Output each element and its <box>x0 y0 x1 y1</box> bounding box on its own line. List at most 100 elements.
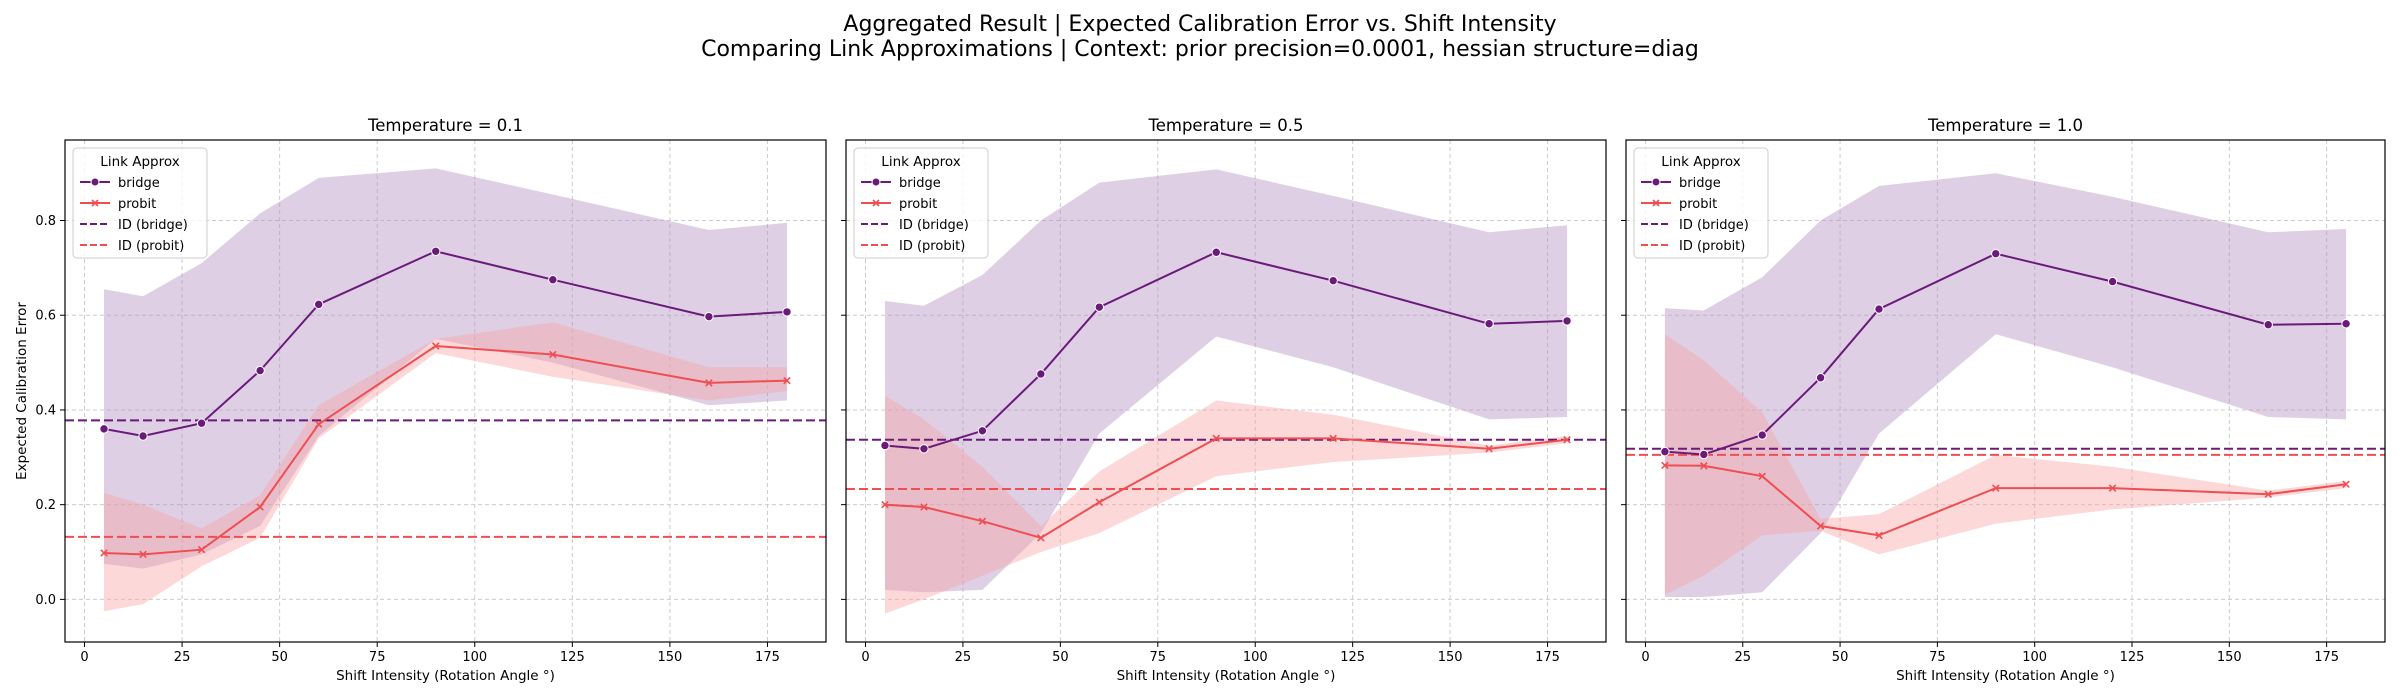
legend-marker-bridge <box>1651 177 1661 187</box>
data-point-bridge <box>782 307 792 317</box>
x-tick-label: 125 <box>2120 650 2145 665</box>
data-point-bridge <box>977 426 988 436</box>
data-point-probit <box>431 342 440 350</box>
data-point-probit <box>881 500 889 509</box>
data-point-bridge <box>196 418 207 428</box>
x-tick-label: 0 <box>1641 650 1649 665</box>
legend-marker-probit <box>91 199 99 207</box>
legend-marker-bridge <box>90 177 100 187</box>
chart-panel-1: 0 25 50 75 100 125 150 175 0.0 0.2 0.4 0.6 0.8 Temper… <box>14 116 827 684</box>
legend-label: probit <box>1679 197 1717 212</box>
legend-marker-probit <box>1652 199 1660 207</box>
data-point-bridge <box>1484 319 1494 329</box>
legend-title: Link Approx <box>1661 154 1740 170</box>
legend-box <box>72 147 208 259</box>
data-point-probit <box>256 503 264 511</box>
confidence-band-bridge <box>1664 173 2347 597</box>
data-point-bridge <box>1699 449 1709 460</box>
data-point-bridge <box>704 311 714 322</box>
x-tick-label: 0 <box>80 650 88 665</box>
data-point-probit <box>783 376 791 385</box>
legend-marker-bridge <box>871 177 881 187</box>
x-tick-label: 25 <box>174 650 191 665</box>
x-axis-label: Shift Intensity (Rotation Angle °) <box>336 668 555 684</box>
legend-label: bridge <box>1679 176 1721 191</box>
data-point-bridge <box>1815 373 1826 383</box>
y-axis-label: Expected Calibration Error <box>14 302 30 480</box>
legend-box <box>853 147 989 259</box>
panels: 0 25 50 75 100 125 150 175 0.0 0.2 0.4 0.6 0.8 Temper… <box>14 116 2386 684</box>
confidence-band-bridge <box>885 169 1567 593</box>
data-point-probit <box>1700 462 1708 470</box>
legend-title: Link Approx <box>881 154 960 170</box>
x-tick-label: 0 <box>861 650 869 665</box>
x-tick-label: 25 <box>1734 650 1751 665</box>
panel-title: Temperature = 1.0 <box>1927 116 2083 135</box>
data-point-bridge <box>1036 369 1046 379</box>
data-point-probit <box>139 550 147 559</box>
x-tick-label: 150 <box>2217 650 2242 665</box>
data-point-probit <box>1661 461 1669 470</box>
chart-panel-3: 0 25 50 75 100 125 150 175 Temperature = 1.0 Shif… <box>1621 116 2386 684</box>
data-point-bridge <box>880 440 890 451</box>
data-point-probit <box>978 517 987 526</box>
data-point-bridge <box>99 424 109 434</box>
plot-frame <box>64 139 827 643</box>
legend-label: bridge <box>899 176 941 191</box>
data-point-probit <box>1485 445 1493 453</box>
confidence-band-probit <box>1664 334 2347 595</box>
data-point-bridge <box>1991 248 2001 259</box>
plot-frame <box>1625 139 2386 643</box>
data-point-probit <box>100 549 108 557</box>
data-point-bridge <box>1211 247 1221 257</box>
data-point-probit <box>2342 480 2350 489</box>
figure-title-line-1: Aggregated Result | Expected Calibration… <box>843 12 1556 37</box>
data-point-bridge <box>1094 302 1105 312</box>
data-point-bridge <box>431 246 441 256</box>
legend-label: ID (probit) <box>899 239 965 254</box>
data-point-probit <box>705 379 713 387</box>
legend-marker-probit <box>872 199 880 207</box>
x-tick-label: 25 <box>955 650 972 665</box>
legend-label: bridge <box>118 176 160 191</box>
y-tick-label: 0.8 <box>35 214 56 229</box>
x-tick-label: 100 <box>1243 650 1268 665</box>
legend-label: ID (probit) <box>118 239 184 254</box>
confidence-band-probit <box>885 395 1567 614</box>
legend-label: ID (bridge) <box>899 218 969 233</box>
data-point-bridge <box>919 444 929 454</box>
x-tick-label: 75 <box>369 650 386 665</box>
data-point-probit <box>2264 490 2272 499</box>
plot-frame <box>845 139 1607 643</box>
data-point-bridge <box>1328 275 1338 286</box>
panel-title: Temperature = 0.5 <box>1147 116 1303 135</box>
y-tick-label: 0.0 <box>35 593 56 608</box>
data-point-probit <box>1329 434 1337 443</box>
data-point-probit <box>197 545 206 554</box>
confidence-band-bridge <box>104 168 787 569</box>
legend-label: ID (probit) <box>1679 239 1745 254</box>
data-point-bridge <box>1874 304 1884 314</box>
chart-panel-2: 0 25 50 75 100 125 150 175 Temperature = 0.5 Shif… <box>841 116 1607 684</box>
x-tick-label: 175 <box>755 650 780 665</box>
x-tick-label: 50 <box>271 650 288 665</box>
x-tick-label: 125 <box>1340 650 1365 665</box>
data-point-probit <box>2108 484 2117 492</box>
figure-title-line-2: Comparing Link Approximations | Context:… <box>701 37 1699 62</box>
x-tick-label: 100 <box>462 650 487 665</box>
x-tick-label: 75 <box>1150 650 1167 665</box>
legend-label: probit <box>118 197 156 212</box>
data-point-bridge <box>548 275 558 285</box>
data-point-bridge <box>1562 316 1572 326</box>
x-tick-label: 150 <box>657 650 682 665</box>
data-point-probit <box>1095 498 1104 507</box>
x-tick-label: 175 <box>2314 650 2339 665</box>
data-point-probit <box>920 503 928 511</box>
x-axis-label: Shift Intensity (Rotation Angle °) <box>1896 668 2115 684</box>
x-tick-label: 50 <box>1052 650 1069 665</box>
legend-label: ID (bridge) <box>1679 218 1749 233</box>
data-point-probit <box>314 420 323 428</box>
data-point-probit <box>549 350 557 359</box>
data-point-bridge <box>1660 446 1670 457</box>
